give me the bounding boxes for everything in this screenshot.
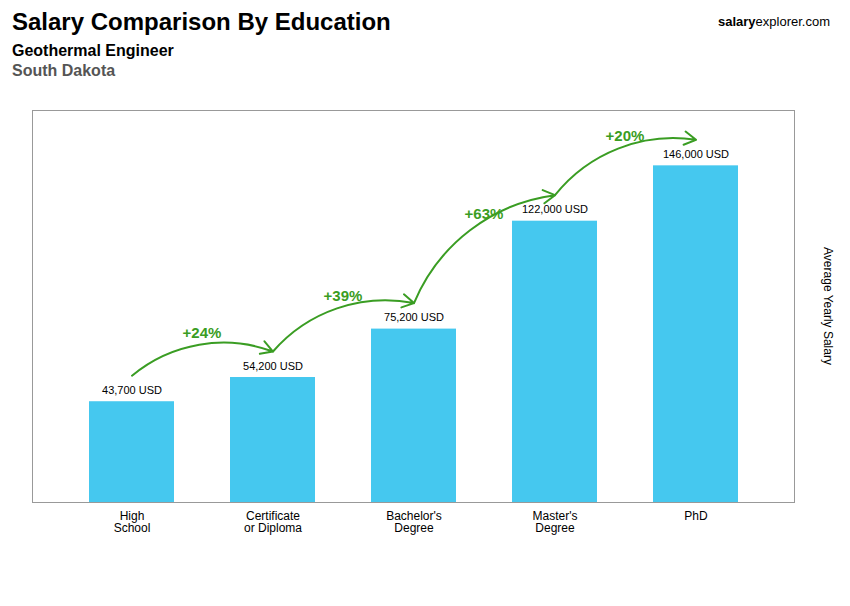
svg-text:122,000 USD: 122,000 USD (522, 203, 588, 215)
html-text:South Dakota: South Dakota (12, 62, 116, 79)
svg-text:+24%: +24% (183, 324, 222, 341)
svg-text:146,000 USD: 146,000 USD (663, 148, 729, 160)
html-text:Salary Comparison By Education: Salary Comparison By Education (12, 8, 391, 35)
svg-text:43,700 USD: 43,700 USD (102, 384, 162, 396)
svg-text:PhD: PhD (684, 509, 708, 523)
svg-text:54,200 USD: 54,200 USD (243, 360, 303, 372)
svg-text:Master'sDegree: Master'sDegree (533, 509, 578, 535)
svg-text:+20%: +20% (606, 127, 645, 144)
html-text:salary explorer.com: salary explorer.com (718, 14, 830, 29)
svg-text:HighSchool: HighSchool (114, 509, 151, 535)
svg-text:Bachelor'sDegree: Bachelor'sDegree (386, 509, 442, 535)
svg-text:Average Yearly Salary: Average Yearly Salary (821, 247, 835, 365)
svg-text:+63%: +63% (465, 205, 504, 222)
svg-text:+39%: +39% (324, 287, 363, 304)
html-text:Geothermal Engineer: Geothermal Engineer (12, 42, 174, 59)
svg-text:Certificateor Diploma: Certificateor Diploma (244, 509, 302, 535)
svg-text:75,200 USD: 75,200 USD (384, 311, 444, 323)
